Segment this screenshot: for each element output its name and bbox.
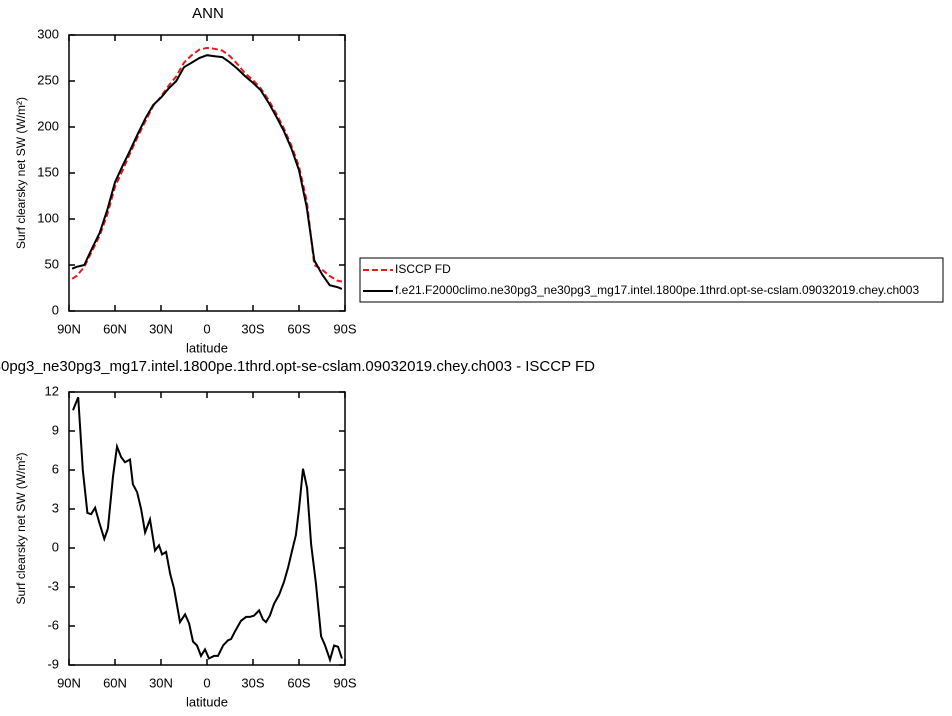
x-tick-label: 90N	[57, 675, 81, 690]
x-tick-label: 30N	[149, 321, 173, 336]
y-tick-label: 12	[45, 383, 59, 398]
y-tick-label: 3	[52, 500, 59, 515]
y-axis-label: Surf clearsky net SW (W/m²)	[14, 452, 28, 604]
legend-box	[359, 257, 944, 303]
legend-label: ISCCP FD	[395, 262, 451, 276]
y-tick-label: 0	[52, 302, 59, 317]
data-line	[71, 46, 343, 283]
plot-frame	[68, 34, 346, 312]
x-tick-label: 0	[203, 321, 210, 336]
x-tick-label: 60N	[103, 321, 127, 336]
y-tick-label: 6	[52, 461, 59, 476]
x-tick-label: 60S	[287, 321, 310, 336]
x-tick-label: 60N	[103, 675, 127, 690]
x-tick-label: 30S	[241, 675, 264, 690]
y-tick-label: 150	[37, 164, 59, 179]
y-tick-label: 300	[37, 26, 59, 41]
x-tick-label: 60S	[287, 675, 310, 690]
y-axis-label: Surf clearsky net SW (W/m²)	[14, 97, 28, 249]
x-tick-label: 90S	[333, 675, 356, 690]
y-tick-label: 200	[37, 118, 59, 133]
chart-title: ANN	[192, 5, 224, 22]
plot-frame	[68, 391, 346, 666]
chart-title: f.e21.F2000climo.ne30pg3_ne30pg3_mg17.in…	[0, 358, 595, 375]
y-tick-label: -6	[47, 617, 59, 632]
x-axis-label: latitude	[186, 340, 228, 355]
x-tick-label: 30N	[149, 675, 173, 690]
y-tick-label: 50	[45, 256, 59, 271]
legend-label: f.e21.F2000climo.ne30pg3_ne30pg3_mg17.in…	[395, 283, 919, 297]
y-tick-label: -3	[47, 578, 59, 593]
x-tick-label: 0	[203, 675, 210, 690]
x-tick-label: 90S	[333, 321, 356, 336]
y-tick-label: -9	[47, 656, 59, 671]
y-tick-label: 0	[52, 539, 59, 554]
y-tick-label: 250	[37, 72, 59, 87]
x-axis-label: latitude	[186, 694, 228, 709]
y-tick-label: 9	[52, 422, 59, 437]
x-tick-label: 30S	[241, 321, 264, 336]
data-line	[71, 54, 343, 290]
y-tick-label: 100	[37, 210, 59, 225]
x-tick-label: 90N	[57, 321, 81, 336]
data-line	[72, 396, 343, 664]
